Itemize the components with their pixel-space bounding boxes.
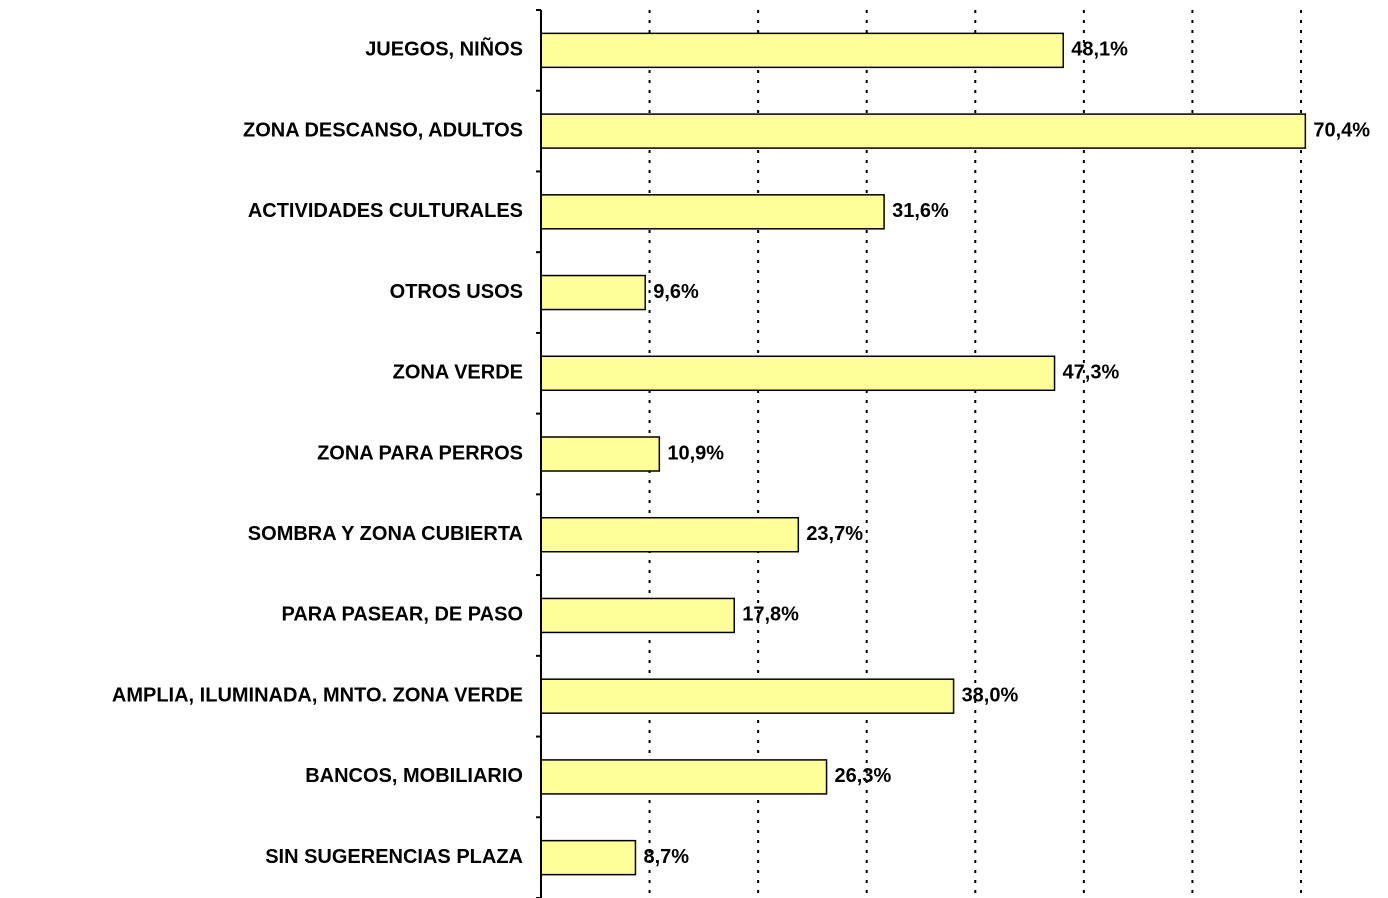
bar: [540, 32, 1064, 69]
bar: [540, 597, 736, 634]
bar: [540, 436, 661, 472]
bar: [540, 113, 1307, 149]
y-tick-label: BANCOS, MOBILIARIO: [305, 765, 523, 787]
bar: [540, 194, 885, 230]
data-label: 23,7%: [806, 523, 863, 545]
data-label: 48,1%: [1071, 39, 1128, 61]
y-tick-label: ZONA PARA PERROS: [317, 442, 523, 464]
bar: [540, 759, 828, 795]
y-tick-label: SOMBRA Y ZONA CUBIERTA: [248, 523, 523, 545]
data-label: 9,6%: [653, 281, 699, 303]
bar: [540, 355, 1056, 392]
bar: [540, 516, 800, 553]
y-tick-label: PARA PASEAR, DE PASO: [281, 604, 523, 626]
y-tick-label: JUEGOS, NIÑOS: [365, 38, 523, 61]
bar: [540, 274, 646, 311]
data-label: 70,4%: [1313, 119, 1370, 141]
data-label: 31,6%: [892, 200, 949, 222]
y-tick-label: ZONA VERDE: [393, 362, 523, 384]
y-tick-label: SIN SUGERENCIAS PLAZA: [265, 846, 523, 868]
data-label: 38,0%: [962, 684, 1019, 706]
y-tick-label: AMPLIA, ILUMINADA, MNTO. ZONA VERDE: [112, 684, 523, 706]
data-label: 26,3%: [835, 765, 892, 787]
y-tick-label: ZONA DESCANSO, ADULTOS: [243, 119, 523, 141]
y-tick-label: ACTIVIDADES CULTURALES: [248, 200, 523, 222]
y-tick-label: OTROS USOS: [390, 281, 523, 303]
data-label: 8,7%: [643, 846, 689, 868]
data-label: 47,3%: [1063, 362, 1120, 384]
bar: [540, 678, 955, 714]
data-label: 17,8%: [742, 604, 799, 626]
bar: [540, 839, 637, 876]
data-label: 10,9%: [667, 442, 724, 464]
